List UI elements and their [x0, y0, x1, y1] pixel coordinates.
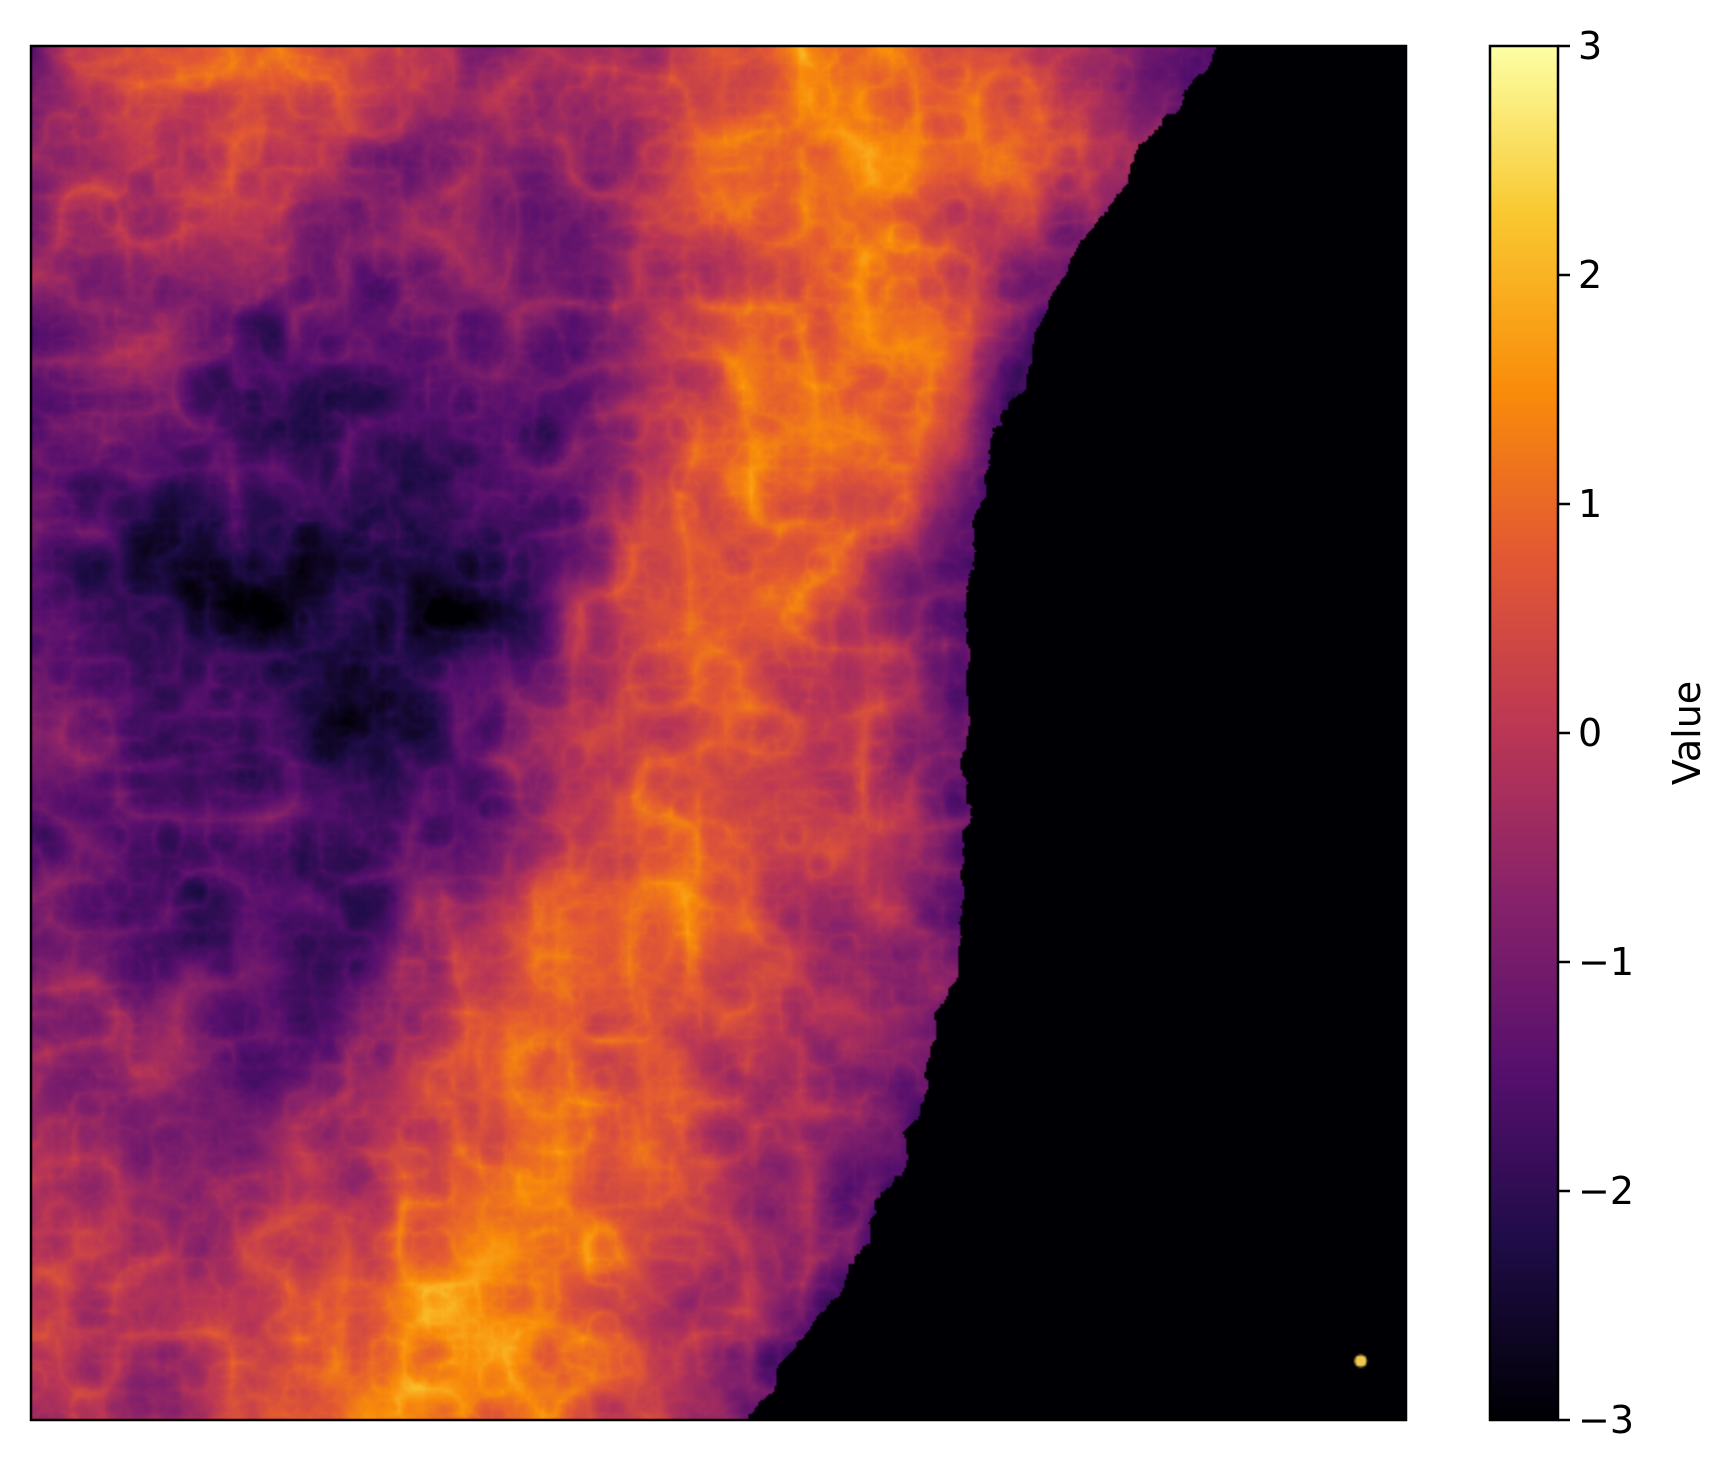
- colorbar-tick-label: −2: [1578, 1169, 1634, 1213]
- colorbar-tick-label: 3: [1578, 24, 1602, 68]
- colorbar-tick-label: −3: [1578, 1398, 1634, 1442]
- colorbar-frame: [1488, 44, 1560, 1422]
- colorbar-tick-label: 1: [1578, 482, 1602, 526]
- heatmap-frame: [29, 44, 1408, 1422]
- colorbar-tick-label: 0: [1578, 711, 1602, 755]
- colorbar-gradient: [1490, 46, 1558, 1420]
- colorbar-tick-label: 2: [1578, 253, 1602, 297]
- colorbar-ticks: 3 2 1 0 −1 −2 −3: [1558, 24, 1634, 1442]
- colorbar-tick-label: −1: [1578, 940, 1634, 984]
- heatmap-image: [31, 46, 1406, 1420]
- colorbar-label: Value: [1665, 681, 1709, 785]
